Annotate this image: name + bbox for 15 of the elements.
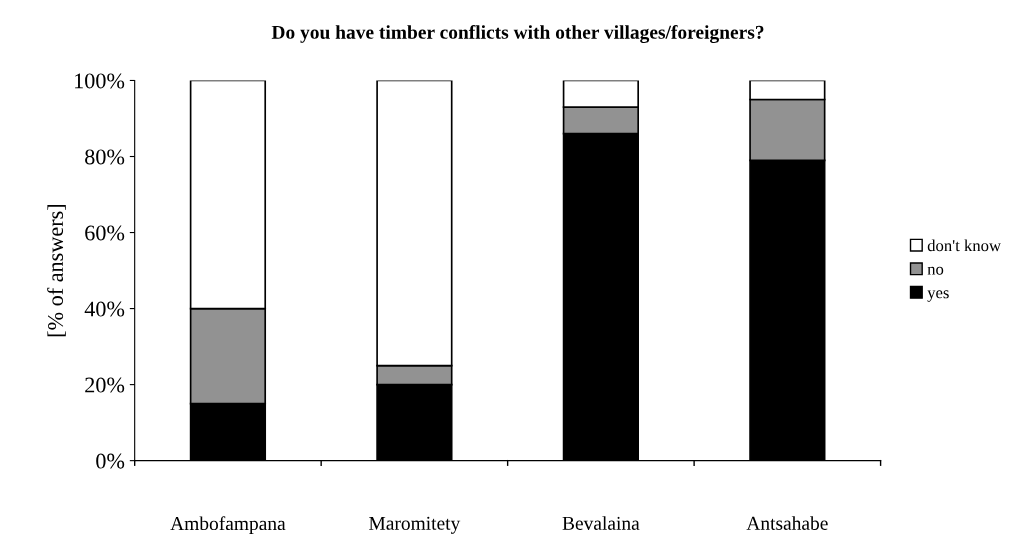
legend-label: don't know [927,239,1001,252]
legend-label: yes [927,290,949,302]
y-axis-title: [% of answers] [47,204,66,337]
x-tick-label: Ambofampana [170,516,286,535]
x-tick-label: Antsahabe [746,516,828,530]
y-tick-label: 60% [85,225,125,241]
x-tick-label: Maromitety [369,516,461,534]
legend-label: no [927,266,944,275]
x-tick-label: Bevalaina [562,516,640,530]
y-tick-label: 80% [85,149,125,165]
y-tick-label: 20% [85,377,125,393]
y-tick-label: 40% [84,301,125,317]
chart-title: Do you have timber conflicts with other villages/foreigners? [271,24,764,43]
y-tick-label: 100% [75,73,125,89]
y-tick-label: 0% [96,453,125,469]
